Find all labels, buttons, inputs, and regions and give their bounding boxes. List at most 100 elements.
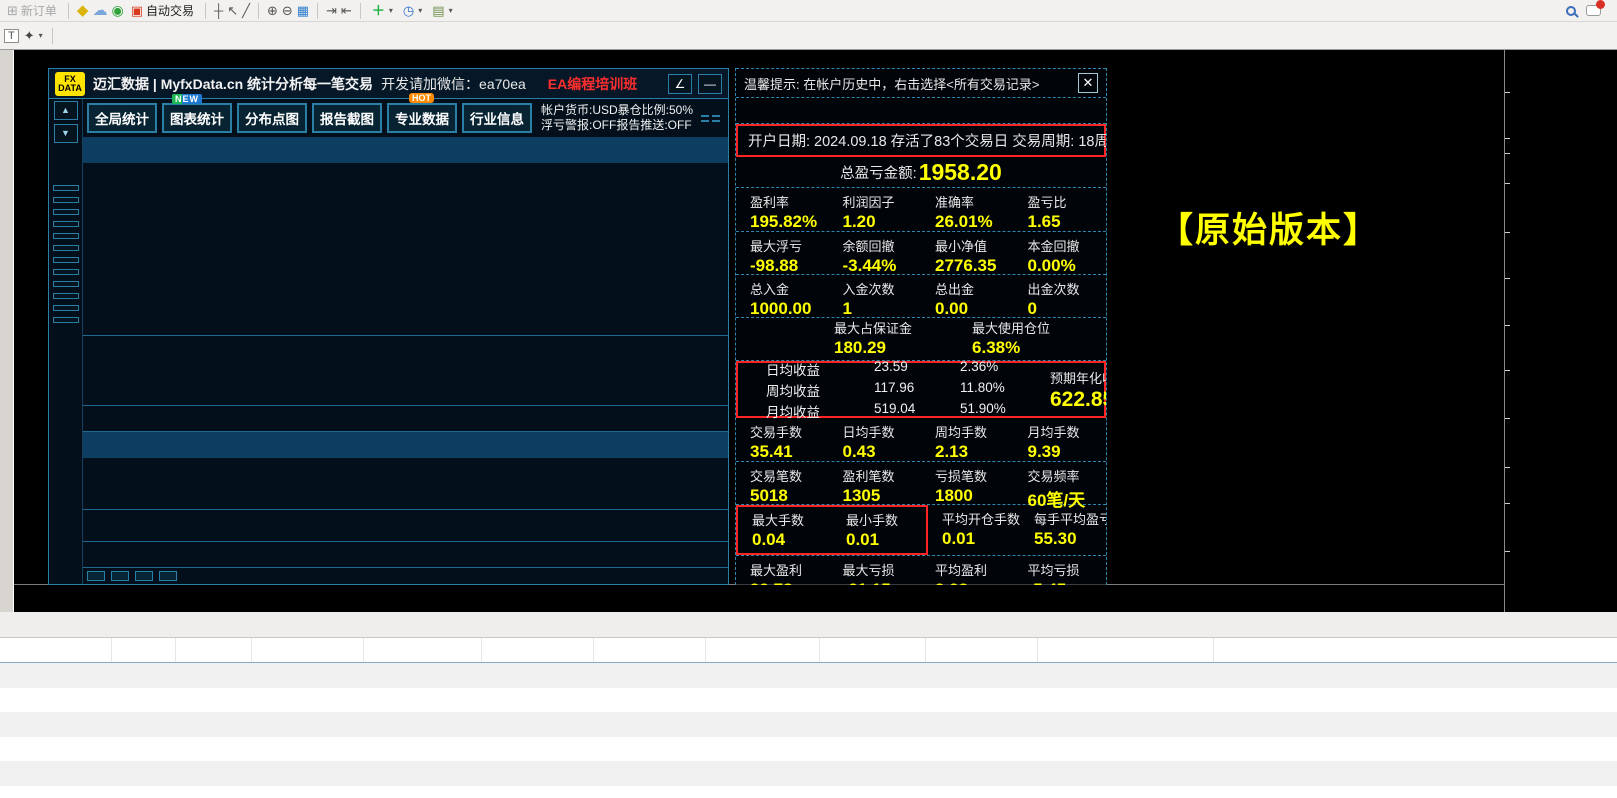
table-row[interactable] xyxy=(83,270,728,291)
price-tick xyxy=(1505,317,1617,333)
crosshair-icon[interactable]: ┼ xyxy=(214,3,224,18)
table-row[interactable] xyxy=(83,249,728,270)
column-header[interactable] xyxy=(112,638,176,662)
nav-tab-button[interactable]: 报告截图 xyxy=(312,103,382,133)
timeframe-button[interactable] xyxy=(107,33,125,39)
column-header[interactable] xyxy=(0,638,112,662)
nav-tab-button[interactable]: 全局统计 xyxy=(87,103,157,133)
time-axis[interactable] xyxy=(14,584,1504,612)
timeframe-button[interactable] xyxy=(131,33,149,39)
timeframe-button[interactable] xyxy=(155,33,173,39)
column-header[interactable] xyxy=(820,638,926,662)
sidebar-item[interactable] xyxy=(52,209,79,215)
gem-icon[interactable]: ◆ xyxy=(76,2,89,19)
history-row[interactable] xyxy=(0,663,1617,688)
sidebar-item[interactable] xyxy=(52,317,79,323)
column-header[interactable] xyxy=(364,638,482,662)
column-header[interactable] xyxy=(482,638,594,662)
nav-tab-button[interactable]: 行业信息 xyxy=(462,103,532,133)
notifications-icon[interactable] xyxy=(1586,0,1605,16)
auto-scroll-icon[interactable]: ⇥ xyxy=(326,3,337,18)
cursor-icon[interactable]: ↖ xyxy=(227,3,239,18)
text-tool-icon[interactable]: T xyxy=(4,28,19,43)
table-row[interactable] xyxy=(83,165,728,186)
objects-button[interactable]: ✦ ▾ xyxy=(21,28,46,43)
column-header[interactable] xyxy=(1214,638,1617,662)
sidebar-item[interactable] xyxy=(52,221,79,227)
stat-mini-button[interactable] xyxy=(712,114,721,117)
timeframe-button[interactable] xyxy=(227,33,245,39)
sidebar-item[interactable] xyxy=(52,197,79,203)
stat-mini-button[interactable] xyxy=(701,114,710,117)
history-row[interactable] xyxy=(0,712,1617,737)
position-row[interactable] xyxy=(83,462,728,484)
sidebar-item[interactable] xyxy=(52,257,79,263)
sidebar-item[interactable] xyxy=(52,233,79,239)
stat-mini-button[interactable] xyxy=(712,119,721,122)
sidebar-item[interactable] xyxy=(52,293,79,299)
scroll-up-button[interactable]: ▲ xyxy=(53,101,78,120)
column-header[interactable] xyxy=(706,638,820,662)
table-row[interactable] xyxy=(83,186,728,207)
nav-tab-button[interactable]: 分布点图 xyxy=(237,103,307,133)
cloud-icon[interactable]: ☁ xyxy=(92,2,108,19)
trendline-icon[interactable]: ╱ xyxy=(242,3,250,18)
chart-tab[interactable] xyxy=(120,631,148,637)
new-order-button[interactable]: ⊞ 新订单 xyxy=(4,1,60,20)
zoom-out-icon[interactable]: ⊖ xyxy=(281,3,293,18)
resize-button[interactable]: ∠ xyxy=(668,73,692,94)
position-total-row[interactable] xyxy=(83,515,728,537)
history-row[interactable] xyxy=(0,688,1617,713)
sidebar-item[interactable] xyxy=(52,305,79,311)
history-row[interactable] xyxy=(0,737,1617,762)
sidebar-item[interactable] xyxy=(52,245,79,251)
minimize-button[interactable]: — xyxy=(698,73,722,94)
chart-tab[interactable] xyxy=(90,631,118,637)
nav-tab-button[interactable]: NEW 图表统计 xyxy=(162,94,232,133)
timeframe-button[interactable] xyxy=(203,33,221,39)
add-indicator-button[interactable]: ＋ ▾ xyxy=(369,3,396,18)
stat-box-button[interactable] xyxy=(135,571,153,581)
nav-tab-button[interactable]: HOT 专业数据 xyxy=(387,93,457,133)
sidebar-item[interactable] xyxy=(52,269,79,275)
sidebar-item[interactable] xyxy=(52,281,79,287)
auto-trading-button[interactable]: ▣ 自动交易 xyxy=(128,1,197,20)
column-header[interactable] xyxy=(926,638,1038,662)
timeframe-button[interactable] xyxy=(83,33,101,39)
stat-mini-button[interactable] xyxy=(701,119,710,122)
position-row[interactable] xyxy=(83,484,728,506)
column-header[interactable] xyxy=(252,638,364,662)
tile-windows-icon[interactable]: ▦ xyxy=(296,3,310,18)
market-watch-strip[interactable] xyxy=(0,50,14,612)
timeframe-button[interactable] xyxy=(251,33,269,39)
price-scale[interactable] xyxy=(1504,50,1617,612)
column-header[interactable] xyxy=(176,638,252,662)
column-header[interactable] xyxy=(1038,638,1214,662)
zoom-in-icon[interactable]: ⊕ xyxy=(266,3,278,18)
timeframe-button[interactable] xyxy=(59,33,77,39)
training-link[interactable]: EA编程培训班 xyxy=(547,75,638,92)
summary-row[interactable] xyxy=(83,339,728,360)
template-button[interactable]: ▤ ▾ xyxy=(429,3,455,18)
chart-shift-icon[interactable]: ⇤ xyxy=(340,3,352,18)
stat-box-button[interactable] xyxy=(111,571,129,581)
scroll-down-button[interactable]: ▼ xyxy=(53,124,78,143)
stat-box-button[interactable] xyxy=(159,571,177,581)
chart-tab[interactable] xyxy=(60,631,88,637)
summary-row[interactable] xyxy=(83,381,728,402)
column-header[interactable] xyxy=(594,638,706,662)
timeframe-button[interactable] xyxy=(179,33,197,39)
stat-box-button[interactable] xyxy=(87,571,105,581)
history-row[interactable] xyxy=(0,761,1617,786)
table-row[interactable] xyxy=(83,291,728,312)
chart-tab[interactable] xyxy=(30,631,58,637)
signal-icon[interactable]: ◉ xyxy=(111,2,124,18)
table-row[interactable] xyxy=(83,312,728,333)
table-row[interactable] xyxy=(83,228,728,249)
sidebar-item[interactable] xyxy=(52,185,79,191)
table-row[interactable] xyxy=(83,207,728,228)
period-button[interactable]: ◷ ▾ xyxy=(400,3,425,18)
search-icon[interactable] xyxy=(1566,5,1576,16)
close-icon[interactable]: ✕ xyxy=(1078,73,1098,93)
summary-row[interactable] xyxy=(83,360,728,381)
